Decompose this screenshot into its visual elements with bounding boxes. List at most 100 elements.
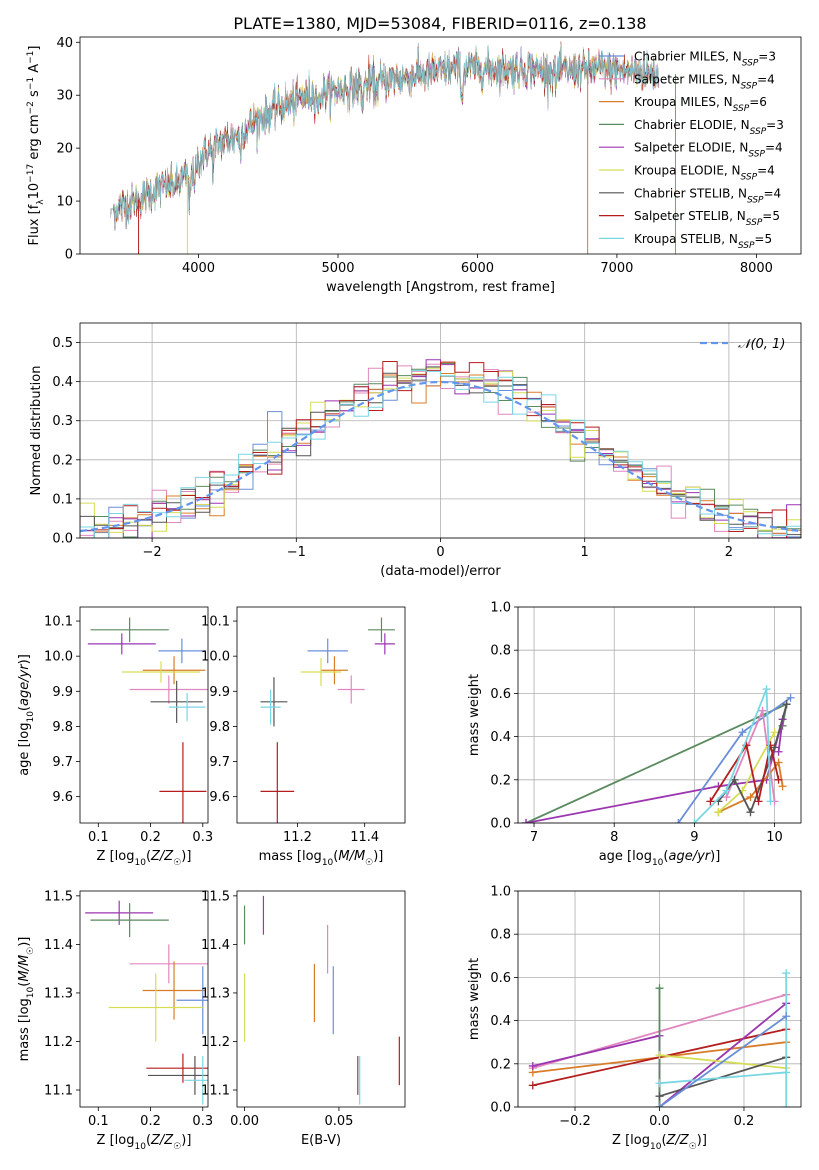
- x-tick-label: 9: [690, 830, 698, 845]
- axes-frame: [517, 606, 802, 824]
- x-axis-label: age [log10(age/yr)]: [599, 849, 721, 868]
- age-vs-mass-axes: 11.2 11.4 9.6 9.7 9.8 9.9 10.0 10.1: [201, 615, 379, 845]
- x-tick-label: 0: [436, 545, 444, 560]
- spectrum-legend: Chabrier MILES, NSSP=3 Salpeter MILES, NS…: [599, 50, 784, 251]
- y-tick-label: 40: [56, 36, 73, 51]
- y-axis-label: mass [log10(M/M☉)]: [17, 937, 36, 1062]
- weight-point-marker: [738, 728, 747, 737]
- weight-point-marker: [766, 797, 775, 806]
- weight-series-line: [659, 1056, 787, 1098]
- x-tick-label: 11.2: [283, 830, 312, 845]
- spectrum-series-line: [110, 44, 660, 228]
- age-vs-Z-axes: 0.1 0.2 0.3 9.6 9.7 9.8 9.9 10.0 10.1: [44, 615, 213, 845]
- x-tick-label: 0.1: [88, 1114, 109, 1129]
- legend-label: Salpeter ELODIE, NSSP=4: [634, 141, 783, 160]
- histogram-steps: [80, 359, 801, 538]
- y-tick-label: 9.8: [209, 720, 230, 735]
- legend-label: Chabrier STELIB, NSSP=4: [634, 186, 781, 205]
- y-tick-label: 9.6: [209, 790, 230, 805]
- y-axis-label: mass weight: [467, 958, 482, 1040]
- x-tick-label: 4000: [182, 261, 215, 276]
- y-tick-label: 11.5: [44, 889, 73, 904]
- legend-label: Chabrier MILES, NSSP=3: [634, 50, 776, 69]
- weight-vs-Z-lines: [528, 969, 791, 1107]
- x-tick-label: −1: [287, 545, 306, 560]
- weight-point-marker: [722, 786, 731, 795]
- weight-point-marker: [706, 797, 715, 806]
- y-tick-label: 0.0: [490, 1101, 511, 1116]
- weight-point-marker: [762, 685, 771, 694]
- weight-series-line: [525, 719, 784, 823]
- y-tick-label: 0.3: [52, 414, 73, 429]
- legend-label: Kroupa MILES, NSSP=6: [634, 95, 767, 114]
- x-axis-label: (data-model)/error: [380, 564, 501, 579]
- y-tick-label: 10.0: [201, 650, 230, 665]
- x-tick-label: 0.2: [734, 1114, 755, 1129]
- weight-point-marker: [782, 700, 791, 709]
- weight-point-marker: [778, 782, 787, 791]
- y-tick-label: 9.6: [52, 790, 73, 805]
- x-tick-label: 0.3: [192, 1114, 213, 1129]
- y-tick-label: 11.3: [44, 986, 73, 1001]
- y-tick-label: 10.1: [44, 615, 73, 630]
- weight-point-marker: [774, 747, 783, 756]
- weight-series-line: [718, 760, 784, 814]
- y-tick-label: 9.9: [52, 685, 73, 700]
- weight-point-marker: [782, 1068, 791, 1077]
- legend-label: 𝒩(0, 1): [738, 337, 785, 352]
- residuals-legend: 𝒩(0, 1): [700, 337, 785, 352]
- weight-point-marker: [770, 728, 779, 737]
- x-axis-label: Z [log10(Z/Z☉)]: [97, 849, 192, 868]
- weight-point-marker: [730, 775, 739, 784]
- y-tick-label: 20: [56, 142, 73, 157]
- weight-point-marker: [782, 969, 791, 978]
- axes-frame: [79, 322, 802, 539]
- y-tick-label: 11.4: [201, 938, 230, 953]
- x-tick-label: 0.05: [324, 1114, 353, 1129]
- x-tick-label: 0.2: [140, 1114, 161, 1129]
- axes-frame: [79, 36, 802, 255]
- weight-point-marker: [758, 706, 767, 715]
- x-axis-label: E(B-V): [301, 1133, 341, 1148]
- x-tick-label: 5000: [321, 261, 354, 276]
- legend-label: Salpeter MILES, NSSP=4: [634, 72, 775, 91]
- weight-point-marker: [774, 775, 783, 784]
- weight-point-marker: [746, 793, 755, 802]
- weight-point-marker: [786, 693, 795, 702]
- y-tick-label: 30: [56, 89, 73, 104]
- figure-title: PLATE=1380, MJD=53084, FIBERID=0116, z=0…: [233, 14, 646, 33]
- x-tick-label: 0.00: [230, 1114, 259, 1129]
- x-axis-label: mass [log10(M/M☉)]: [259, 849, 384, 868]
- weight-series-line: [693, 688, 772, 823]
- weight-series-line: [659, 973, 788, 1107]
- legend-label: Kroupa STELIB, NSSP=5: [634, 232, 772, 251]
- residuals-axes: −2 −1 0 1 2 0.0 0.1 0.2 0.3 0.4 0.5: [52, 323, 801, 560]
- weight-series-line: [658, 1015, 787, 1107]
- x-tick-label: 8000: [740, 261, 773, 276]
- y-tick-label: 0.8: [490, 928, 511, 943]
- weight-point-marker: [655, 1092, 664, 1101]
- y-tick-label: 11.1: [201, 1084, 230, 1099]
- y-tick-label: 1.0: [490, 601, 511, 616]
- x-tick-label: 6000: [461, 261, 494, 276]
- y-tick-label: 11.1: [44, 1084, 73, 1099]
- x-tick-label: 8: [610, 830, 618, 845]
- y-tick-label: 9.8: [52, 720, 73, 735]
- x-tick-label: 7: [530, 830, 538, 845]
- axes-frame: [236, 606, 406, 824]
- weight-point-marker: [655, 984, 664, 993]
- y-tick-label: 10: [56, 195, 73, 210]
- weight-point-marker: [528, 1061, 537, 1070]
- mass-vs-ebv-errorbars: [243, 895, 400, 1105]
- y-axis-label: mass weight: [467, 674, 482, 756]
- spectrum-lines: [110, 40, 676, 254]
- legend-label: Kroupa ELODIE, NSSP=4: [634, 164, 775, 183]
- weight-point-marker: [782, 1103, 791, 1107]
- x-tick-label: 7000: [600, 261, 633, 276]
- y-axis-label: Normed distribution: [29, 366, 44, 496]
- age-vs-Z-errorbars: [87, 617, 208, 823]
- axes-frame: [236, 890, 406, 1108]
- weight-point-marker: [754, 797, 763, 806]
- weight-point-marker: [690, 819, 699, 823]
